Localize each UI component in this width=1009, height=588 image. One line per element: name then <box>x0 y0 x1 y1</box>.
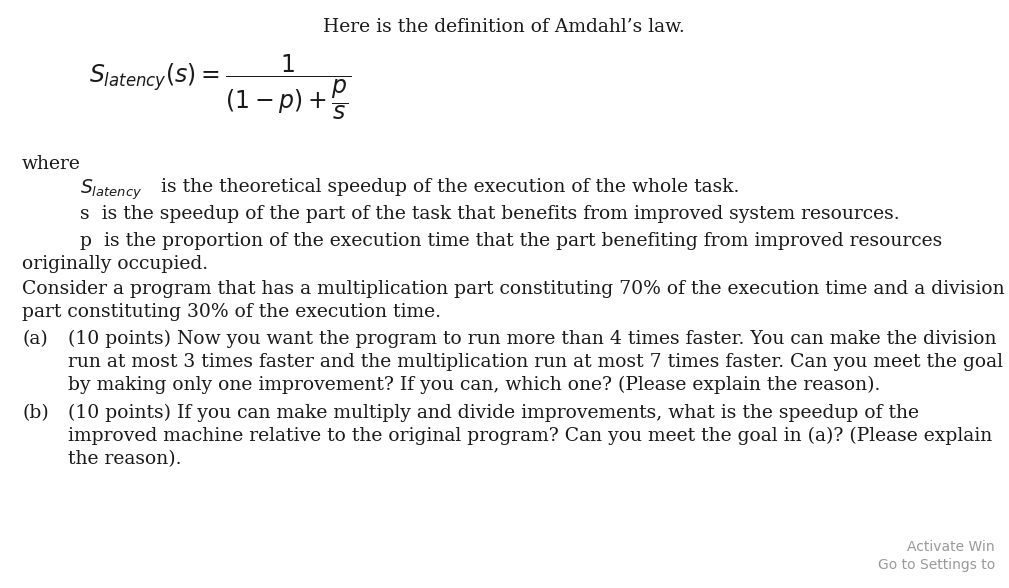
Text: (b): (b) <box>22 404 48 422</box>
Text: where: where <box>22 155 81 173</box>
Text: the reason).: the reason). <box>68 450 182 468</box>
Text: $S_{latency}$: $S_{latency}$ <box>80 178 142 202</box>
Text: (a): (a) <box>22 330 47 348</box>
Text: originally occupied.: originally occupied. <box>22 255 208 273</box>
Text: p  is the proportion of the execution time that the part benefiting from improve: p is the proportion of the execution tim… <box>80 232 942 250</box>
Text: Go to Settings to: Go to Settings to <box>878 558 995 572</box>
Text: improved machine relative to the original program? Can you meet the goal in (a)?: improved machine relative to the origina… <box>68 427 992 445</box>
Text: $S_{latency}(s) = \dfrac{1}{(1 - p) + \dfrac{p}{s}}$: $S_{latency}(s) = \dfrac{1}{(1 - p) + \d… <box>89 52 351 122</box>
Text: (10 points) If you can make multiply and divide improvements, what is the speedu: (10 points) If you can make multiply and… <box>68 404 919 422</box>
Text: s  is the speedup of the part of the task that benefits from improved system res: s is the speedup of the part of the task… <box>80 205 900 223</box>
Text: is the theoretical speedup of the execution of the whole task.: is the theoretical speedup of the execut… <box>155 178 740 196</box>
Text: Here is the definition of Amdahl’s law.: Here is the definition of Amdahl’s law. <box>323 18 685 36</box>
Text: Activate Win: Activate Win <box>907 540 995 554</box>
Text: by making only one improvement? If you can, which one? (Please explain the reaso: by making only one improvement? If you c… <box>68 376 881 394</box>
Text: run at most 3 times faster and the multiplication run at most 7 times faster. Ca: run at most 3 times faster and the multi… <box>68 353 1003 371</box>
Text: Consider a program that has a multiplication part constituting 70% of the execut: Consider a program that has a multiplica… <box>22 280 1005 298</box>
Text: (10 points) Now you want the program to run more than 4 times faster. You can ma: (10 points) Now you want the program to … <box>68 330 997 348</box>
Text: part constituting 30% of the execution time.: part constituting 30% of the execution t… <box>22 303 441 321</box>
